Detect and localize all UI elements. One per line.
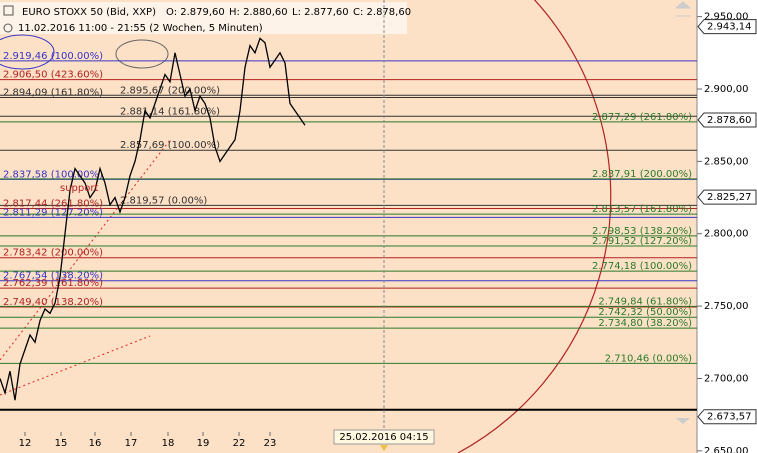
level-label: 2.791,52 (127.20%) [592,236,692,247]
level-label: 2.877,29 (261.80%) [592,112,692,123]
fib-arc [457,0,612,453]
x-tick-label: 19 [197,438,210,449]
level-label: 2.837,91 (200.00%) [592,169,692,180]
axis-panel [697,0,757,453]
highlight-ellipse [0,34,55,70]
clock-icon [3,23,13,33]
price-tag [697,19,757,35]
x-tick-label: 15 [55,438,68,449]
period: 11.02.2016 11:00 - 21:55 (2 Wochen, 5 Mi… [18,23,263,34]
level-label: 2.857,69 (100.00%) [120,140,220,151]
level-label: 2.749,40 (138.20%) [3,297,103,308]
y-tick-label: 2.650,00 [704,446,749,453]
x-tick-label: 16 [89,438,102,449]
scroll-down[interactable] [676,418,690,424]
price-tag-label: 2.673,57 [707,412,752,423]
y-tick-label: 2.950,00 [704,12,749,23]
price-tag [697,189,757,205]
level-label: 2.762,39 (161.80%) [3,278,103,289]
price-line [0,37,306,401]
level-label: 2.742,32 (50.00%) [598,307,692,318]
price-tag [697,409,757,425]
plot-background [0,0,697,453]
open: O: 2.879,60 [166,7,225,18]
header-background [0,2,407,34]
level-label: 2.749,84 (61.80%) [598,296,692,307]
low: L: 2.877,60 [292,7,349,18]
level-label: 2.813,57 (161.80%) [592,204,692,215]
level-label: 2.783,42 (200.00%) [3,248,103,259]
level-label: 2.811,29 (127.20%) [3,207,103,218]
trend-line [0,335,151,396]
symbol-icon [3,5,14,16]
crosshair-box [333,429,435,445]
highlight-ellipse [115,39,169,69]
y-tick-label: 2.800,00 [704,229,749,240]
level-label: 2.919,46 (100.00%) [3,51,103,62]
y-tick-label: 2.850,00 [704,156,749,167]
level-label: 2.817,44 (261.80%) [3,198,103,209]
price-tag-label: 2.878,60 [707,115,752,126]
symbol: EURO STOXX 50 (Bid, XXP) [22,7,156,18]
level-label: 2.767,54 (138.20%) [3,271,103,282]
level-label: 2.881,14 (161.80%) [120,106,220,117]
price-tag-label: 2.825,27 [707,192,752,203]
close: C: 2.878,60 [353,7,411,18]
level-label: 2.819,57 (0.00%) [120,195,207,206]
x-tick-label: 17 [125,438,138,449]
scroll-up[interactable] [674,1,692,17]
crosshair-pointer [380,445,388,451]
x-tick-label: 22 [233,438,246,449]
level-label: 2.798,53 (138.20%) [592,226,692,237]
trend-line [0,139,171,361]
price-tag-label: 2.943,14 [707,22,752,33]
y-tick-label: 2.700,00 [704,373,749,384]
level-label: 2.734,80 (38.20%) [598,318,692,329]
y-tick-label: 2.900,00 [704,84,749,95]
price-tag [697,112,757,128]
x-tick-label: 12 [19,438,32,449]
level-label: 2.710,46 (0.00%) [605,353,692,364]
level-label: 2.894,09 (161.80%) [3,88,103,99]
level-label: 2.895,67 (200.00%) [120,85,220,96]
annotation: support [60,183,98,194]
high: H: 2.880,60 [229,7,288,18]
level-label: 2.774,18 (100.00%) [592,261,692,272]
level-label: 2.837,58 (100.00%) [3,169,103,180]
y-tick-label: 2.750,00 [704,301,749,312]
x-tick-label: 23 [264,438,277,449]
x-tick-label: 18 [162,438,175,449]
level-label: 2.906,50 (423.60%) [3,70,103,81]
crosshair-label: 25.02.2016 04:15 [339,432,428,443]
